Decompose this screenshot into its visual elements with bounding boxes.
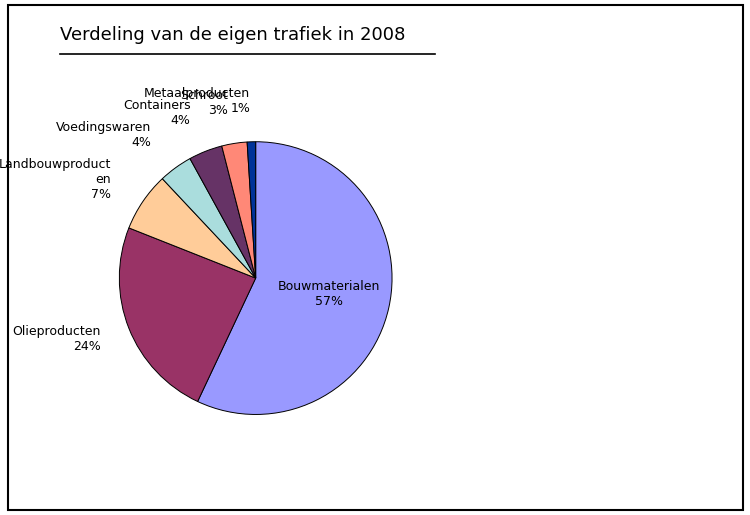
Wedge shape: [162, 159, 256, 278]
Text: Schroot
3%: Schroot 3%: [180, 89, 228, 117]
Text: Voedingswaren
4%: Voedingswaren 4%: [56, 121, 152, 149]
Text: Landbouwproduct
en
7%: Landbouwproduct en 7%: [0, 159, 111, 201]
Wedge shape: [119, 228, 256, 402]
Wedge shape: [247, 142, 256, 278]
Text: Containers
4%: Containers 4%: [123, 99, 190, 127]
Text: Metaalproducten
1%: Metaalproducten 1%: [144, 87, 250, 115]
Text: Bouwmaterialen
57%: Bouwmaterialen 57%: [278, 281, 380, 308]
Text: Olieproducten
24%: Olieproducten 24%: [13, 325, 101, 353]
Wedge shape: [222, 142, 256, 278]
Wedge shape: [190, 146, 256, 278]
Text: Verdeling van de eigen trafiek in 2008: Verdeling van de eigen trafiek in 2008: [60, 26, 405, 44]
Wedge shape: [129, 179, 256, 278]
Wedge shape: [197, 142, 392, 415]
